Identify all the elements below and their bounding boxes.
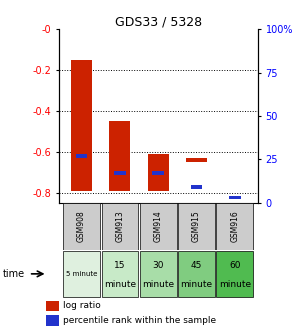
Text: 60: 60 [229, 261, 241, 270]
Bar [101, 203, 138, 250]
Text: time: time [3, 269, 25, 279]
Text: 5 minute: 5 minute [66, 271, 97, 277]
Bar [63, 250, 100, 297]
Text: GSM908: GSM908 [77, 211, 86, 242]
Bar [152, 171, 164, 175]
Bar [46, 301, 59, 311]
Text: minute: minute [180, 280, 213, 289]
Bar [178, 250, 215, 297]
Title: GDS33 / 5328: GDS33 / 5328 [115, 15, 202, 28]
Text: minute: minute [104, 280, 136, 289]
Bar [140, 250, 177, 297]
Bar [71, 60, 92, 191]
Text: minute: minute [219, 280, 251, 289]
Text: 45: 45 [191, 261, 202, 270]
Bar [229, 196, 241, 199]
Bar [76, 154, 87, 158]
Bar [109, 121, 130, 191]
Bar [148, 154, 169, 191]
Bar [63, 203, 100, 250]
Text: GSM913: GSM913 [115, 211, 125, 242]
Bar [217, 250, 253, 297]
Text: minute: minute [142, 280, 174, 289]
Text: percentile rank within the sample: percentile rank within the sample [63, 316, 216, 325]
Text: GSM914: GSM914 [154, 211, 163, 242]
Bar [46, 315, 59, 326]
Text: log ratio: log ratio [63, 301, 101, 310]
Bar [101, 250, 138, 297]
Text: 30: 30 [152, 261, 164, 270]
Bar [191, 185, 202, 189]
Text: GSM915: GSM915 [192, 211, 201, 242]
Text: GSM916: GSM916 [230, 211, 239, 242]
Bar [114, 171, 126, 175]
Bar [217, 203, 253, 250]
Bar [140, 203, 177, 250]
Bar [186, 158, 207, 162]
Bar [178, 203, 215, 250]
Text: 15: 15 [114, 261, 126, 270]
